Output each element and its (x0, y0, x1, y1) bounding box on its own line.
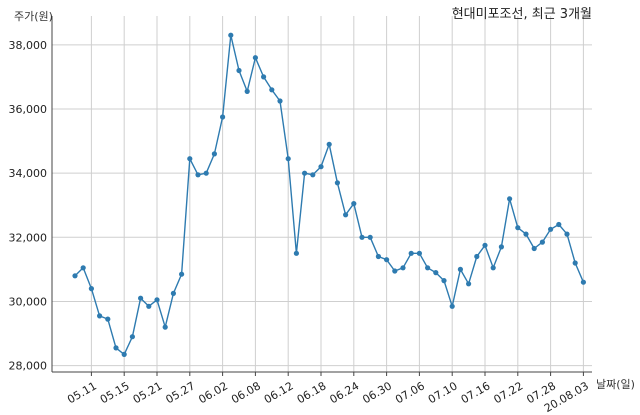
price-point (515, 225, 521, 231)
x-tick-label: 06.18 (295, 379, 329, 406)
price-point (138, 295, 144, 301)
chart-axes (51, 16, 592, 376)
chart-title: 현대미포조선, 최근 3개월 (452, 7, 592, 22)
x-tick-label: 05.21 (131, 379, 165, 406)
price-point (252, 55, 258, 61)
price-point (498, 244, 504, 250)
price-point (72, 273, 78, 279)
price-point (293, 250, 299, 256)
price-point (179, 271, 185, 277)
price-point (400, 265, 406, 271)
price-point (449, 303, 455, 309)
price-point (367, 234, 373, 240)
price-point (162, 324, 168, 330)
price-point (466, 281, 472, 287)
x-tick-label: 05.15 (98, 379, 132, 406)
y-axis-title: 주가(원) (14, 10, 53, 23)
price-point (121, 351, 127, 357)
price-point (507, 196, 513, 202)
price-point (556, 221, 562, 228)
x-tick-label: 05.27 (164, 379, 198, 406)
y-tick-label: 38,000 (9, 39, 48, 52)
x-tick-label: 07.06 (393, 379, 427, 406)
price-point (490, 265, 496, 271)
price-point (211, 151, 217, 157)
price-point (375, 253, 381, 260)
price-point (548, 226, 554, 232)
x-tick-label: 07.10 (426, 379, 460, 406)
price-point (228, 32, 234, 38)
x-tick-label: 07.22 (492, 379, 526, 406)
price-point (408, 250, 414, 256)
price-point (482, 242, 488, 248)
x-tick-label: 06.12 (262, 379, 296, 406)
price-point (129, 334, 135, 340)
price-point (351, 201, 357, 207)
price-point (105, 316, 111, 322)
price-point (97, 313, 103, 319)
price-point (146, 303, 152, 309)
price-point (416, 250, 422, 256)
y-tick-label: 28,000 (9, 360, 48, 373)
price-point (474, 253, 480, 260)
x-tick-label: 06.30 (360, 379, 394, 406)
x-tick-label: 06.08 (229, 379, 263, 406)
price-point (88, 286, 94, 292)
price-point (310, 172, 316, 178)
price-point (523, 231, 529, 237)
price-point (220, 114, 226, 120)
price-point (572, 260, 578, 266)
price-point (384, 257, 390, 263)
price-point (302, 170, 308, 176)
price-point (433, 270, 439, 276)
y-tick-label: 36,000 (9, 103, 48, 116)
price-point (236, 67, 242, 74)
chart-grid (52, 16, 592, 372)
price-point (113, 345, 119, 351)
x-tick-label: 07.16 (459, 379, 493, 406)
price-point (318, 164, 324, 170)
price-point (326, 141, 332, 147)
y-tick-label: 34,000 (9, 167, 48, 180)
price-point (539, 239, 546, 245)
price-point (441, 278, 447, 284)
price-point (269, 87, 275, 93)
price-point (277, 98, 283, 104)
price-point (195, 172, 201, 178)
price-point (80, 265, 86, 271)
price-point (203, 170, 209, 176)
price-point (531, 245, 537, 252)
price-point (285, 156, 291, 162)
price-point (457, 266, 463, 272)
x-axis-title: 날짜(일) (596, 377, 635, 391)
price-point (154, 297, 160, 303)
x-tick-label: 06.24 (328, 379, 362, 406)
y-tick-label: 32,000 (9, 231, 48, 244)
price-point (392, 268, 398, 274)
price-point (580, 279, 587, 285)
x-tick-label: 05.11 (65, 379, 99, 406)
price-point (334, 180, 340, 186)
price-point (359, 234, 365, 240)
price-point (343, 212, 349, 218)
price-point (170, 290, 176, 296)
price-point (425, 265, 431, 271)
price-point (187, 156, 193, 162)
price-point (564, 231, 570, 237)
x-tick-label: 06.02 (196, 379, 230, 406)
y-tick-label: 30,000 (9, 295, 48, 308)
price-point (244, 88, 250, 94)
chart-series (72, 32, 587, 357)
price-point (261, 74, 267, 80)
